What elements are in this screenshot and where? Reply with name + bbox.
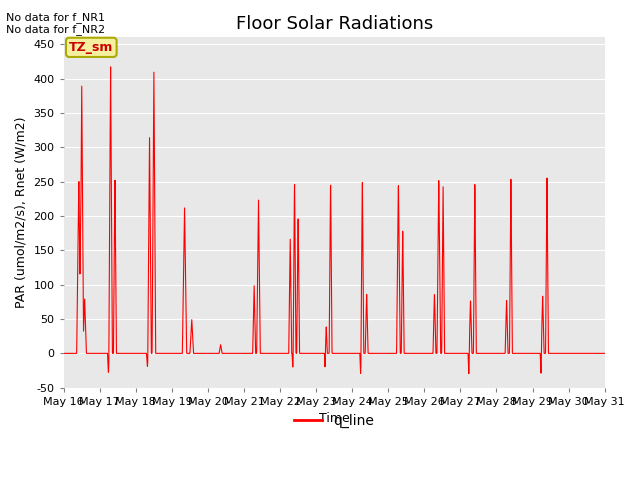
Y-axis label: PAR (umol/m2/s), Rnet (W/m2): PAR (umol/m2/s), Rnet (W/m2) (15, 117, 28, 308)
Text: No data for f_NR1: No data for f_NR1 (6, 12, 106, 23)
Legend: q_line: q_line (289, 408, 380, 433)
X-axis label: Time: Time (319, 412, 349, 425)
Title: Floor Solar Radiations: Floor Solar Radiations (236, 15, 433, 33)
Text: TZ_sm: TZ_sm (69, 41, 113, 54)
Text: No data for f_NR2: No data for f_NR2 (6, 24, 106, 35)
